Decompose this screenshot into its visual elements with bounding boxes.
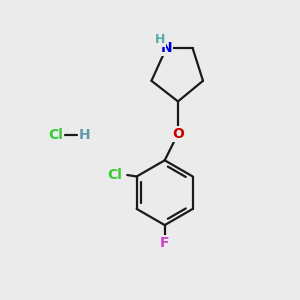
- Text: Cl: Cl: [107, 168, 122, 182]
- Text: O: O: [172, 127, 184, 141]
- Text: H: H: [154, 33, 165, 46]
- Text: Cl: Cl: [48, 128, 63, 142]
- Text: N: N: [160, 41, 172, 56]
- Text: F: F: [160, 236, 169, 250]
- Text: H: H: [79, 128, 90, 142]
